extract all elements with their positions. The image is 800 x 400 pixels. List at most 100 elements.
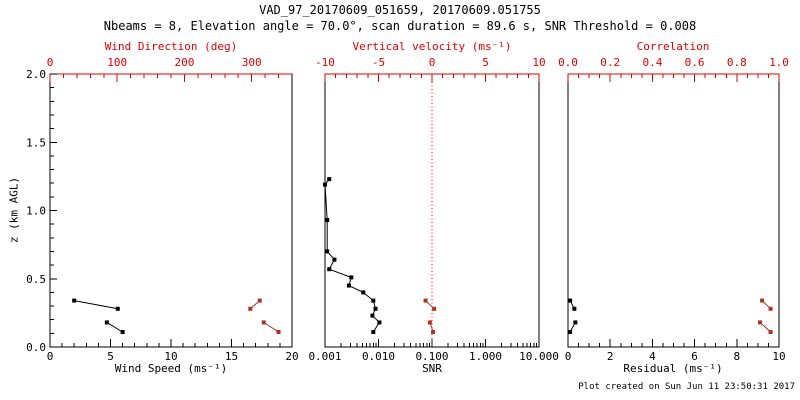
tick-label: 0.0 bbox=[558, 56, 578, 69]
data-point bbox=[276, 329, 281, 334]
tick-label: 0.8 bbox=[727, 56, 747, 69]
tick-label: 0 bbox=[429, 56, 436, 69]
panel-residual-top-ticks: 0.0 0.2 0.4 0.6 0.8 1.0 bbox=[558, 56, 789, 82]
data-point bbox=[758, 320, 763, 325]
data-point bbox=[325, 218, 330, 223]
tick-label: 5 bbox=[107, 350, 114, 363]
tick-label: 0.6 bbox=[685, 56, 705, 69]
tick-label: 1.5 bbox=[26, 136, 46, 149]
panel-snr-top-ticks: -10 -5 0 5 10 bbox=[315, 56, 546, 82]
series-wind-direction bbox=[248, 298, 281, 334]
plot-created-timestamp: Plot created on Sun Jun 11 23:50:31 2017 bbox=[578, 382, 795, 392]
data-point bbox=[325, 249, 330, 254]
data-line bbox=[324, 178, 381, 333]
data-point bbox=[104, 320, 109, 325]
data-point bbox=[371, 298, 376, 303]
panel-wind-bottom-ticks: 0 5 10 15 20 bbox=[47, 339, 299, 363]
tick-label: 200 bbox=[175, 56, 195, 69]
data-point bbox=[423, 298, 428, 303]
tick-label: 4 bbox=[649, 350, 656, 363]
tick-label: 6 bbox=[691, 350, 698, 363]
data-point bbox=[346, 283, 351, 288]
tick-label: 2 bbox=[607, 350, 614, 363]
data-point bbox=[760, 298, 765, 303]
tick-label: -5 bbox=[372, 56, 385, 69]
data-point bbox=[349, 275, 354, 280]
axis-title-residual: Residual (ms⁻¹) bbox=[623, 362, 723, 375]
series-wind-speed bbox=[72, 298, 125, 334]
tick-label: -10 bbox=[315, 56, 335, 69]
tick-label: 0.2 bbox=[600, 56, 620, 69]
plot-title: VAD_97_20170609_051659, 20170609.051755 bbox=[259, 3, 541, 17]
tick-label: 0.100 bbox=[415, 350, 448, 363]
panel-snr: 0.001 0.010 0.100 1.000 10.000 -10 -5 0 5 10 bbox=[308, 56, 558, 363]
data-point bbox=[377, 320, 382, 325]
data-point bbox=[371, 329, 376, 334]
y-axis-ticks: 0.0 0.5 1.0 1.5 2.0 bbox=[26, 68, 57, 354]
data-point bbox=[257, 298, 262, 303]
tick-label: 10 bbox=[532, 56, 545, 69]
data-point bbox=[568, 298, 573, 303]
data-point bbox=[373, 306, 378, 311]
tick-label: 0 bbox=[47, 56, 54, 69]
tick-label: 15 bbox=[225, 350, 238, 363]
tick-label: 0.5 bbox=[26, 273, 46, 286]
panel-snr-bottom-ticks: 0.001 0.010 0.100 1.000 10.000 bbox=[308, 339, 559, 363]
panel-residual-box bbox=[567, 73, 780, 348]
panel-residual-bottom-ticks: 0 2 4 6 8 10 bbox=[565, 339, 786, 363]
data-point bbox=[327, 267, 332, 272]
tick-label: 1.0 bbox=[26, 205, 46, 218]
series-vertical-velocity bbox=[423, 298, 437, 334]
series-correlation bbox=[758, 298, 773, 334]
data-point bbox=[332, 257, 337, 262]
data-point bbox=[427, 320, 432, 325]
data-point bbox=[431, 329, 436, 334]
data-point bbox=[573, 320, 578, 325]
data-line bbox=[74, 300, 118, 310]
data-point bbox=[323, 182, 327, 187]
data-point bbox=[572, 306, 577, 311]
data-line bbox=[106, 321, 123, 333]
tick-label: 100 bbox=[107, 56, 127, 69]
panel-wind-box bbox=[49, 73, 293, 348]
tick-label: 0 bbox=[47, 350, 54, 363]
data-point bbox=[768, 306, 773, 311]
panel-residual: 0 2 4 6 8 10 0.0 0.2 0.4 0.6 0.8 1.0 bbox=[558, 56, 789, 363]
tick-label: 0.0 bbox=[26, 341, 46, 354]
data-point bbox=[115, 306, 120, 311]
tick-label: 0 bbox=[565, 350, 572, 363]
tick-label: 1.000 bbox=[469, 350, 502, 363]
tick-label: 5 bbox=[482, 56, 489, 69]
data-point bbox=[261, 320, 266, 325]
data-line bbox=[263, 321, 279, 333]
plot-subtitle: Nbeams = 8, Elevation angle = 70.0°, sca… bbox=[103, 19, 697, 33]
axis-title-snr: SNR bbox=[422, 362, 442, 375]
tick-label: 0.4 bbox=[642, 56, 662, 69]
series-residual bbox=[568, 298, 578, 334]
axis-title-vertical-velocity: Vertical velocity (ms⁻¹) bbox=[352, 40, 512, 53]
tick-label: 8 bbox=[733, 350, 740, 363]
data-point bbox=[248, 306, 253, 311]
axis-title-wind-direction: Wind Direction (deg) bbox=[104, 40, 238, 53]
data-point bbox=[568, 329, 573, 334]
tick-label: 10 bbox=[164, 350, 177, 363]
data-point bbox=[327, 177, 332, 182]
data-point bbox=[361, 290, 366, 295]
data-point bbox=[432, 306, 437, 311]
tick-label: 10 bbox=[772, 350, 785, 363]
tick-label: 1.0 bbox=[769, 56, 789, 69]
tick-label: 10.000 bbox=[519, 350, 559, 363]
series-snr-profile bbox=[323, 177, 382, 334]
tick-label: 0.001 bbox=[308, 350, 341, 363]
data-point bbox=[72, 298, 77, 303]
panel-wind-top-ticks: 0 100 200 300 bbox=[47, 56, 280, 82]
axis-title-wind-speed: Wind Speed (ms⁻¹) bbox=[114, 362, 228, 375]
data-point bbox=[768, 329, 773, 334]
tick-label: 300 bbox=[242, 56, 262, 69]
data-point bbox=[120, 329, 125, 334]
tick-label: 0.010 bbox=[362, 350, 395, 363]
tick-label: 2.0 bbox=[26, 68, 46, 81]
